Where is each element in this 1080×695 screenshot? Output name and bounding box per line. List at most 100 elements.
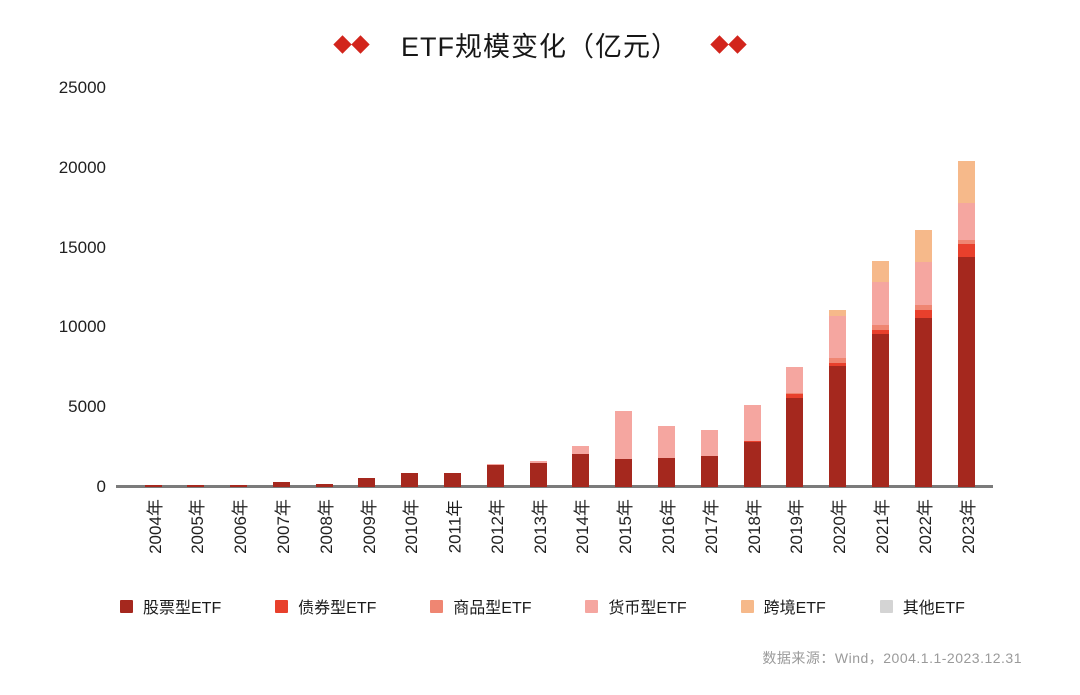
bar-segment-货币型ETF xyxy=(529,461,547,464)
bar-segment-股票型ETF xyxy=(615,459,633,487)
legend-label: 债券型ETF xyxy=(298,600,377,617)
legend-item-其他ETF: 其他ETF xyxy=(879,594,965,618)
diamond-icon xyxy=(728,34,747,54)
legend-label: 货币型ETF xyxy=(608,600,687,617)
bar-segment-货币型ETF xyxy=(700,429,718,456)
bar-segment-股票型ETF xyxy=(829,365,847,487)
diamond-icon xyxy=(710,34,729,54)
double-diamond-icon-right xyxy=(710,34,747,54)
legend-label: 商品型ETF xyxy=(453,600,532,617)
stacked-bar-2008年 xyxy=(315,483,333,487)
bar-segment-股票型ETF xyxy=(914,317,932,487)
bar-segment-股票型ETF xyxy=(401,473,419,487)
stacked-bar-2017年 xyxy=(700,429,718,487)
bar-segment-商品型ETF xyxy=(786,392,804,395)
legend-swatch-icon xyxy=(430,599,444,613)
stacked-bar-2007年 xyxy=(272,482,290,487)
legend-swatch-icon xyxy=(740,599,754,613)
legend-item-股票型ETF: 股票型ETF xyxy=(120,594,221,618)
bar-segment-股票型ETF xyxy=(144,485,162,487)
stacked-bar-2022年 xyxy=(914,230,932,487)
stacked-bar-2015年 xyxy=(615,411,633,487)
bar-segment-债券型ETF xyxy=(871,329,889,334)
stacked-bar-2021年 xyxy=(871,260,889,487)
stacked-bar-2019年 xyxy=(786,367,804,487)
diamond-icon xyxy=(333,34,352,54)
legend-swatch-icon xyxy=(585,599,599,613)
stacked-bar-2013年 xyxy=(529,461,547,487)
bar-segment-股票型ETF xyxy=(743,441,761,487)
stacked-bar-2009年 xyxy=(358,478,376,487)
bar-segment-商品型ETF xyxy=(829,357,847,363)
bar-segment-货币型ETF xyxy=(657,425,675,459)
bar-segment-股票型ETF xyxy=(700,455,718,487)
y-tick-label: 15000 xyxy=(58,237,106,257)
bar-segment-货币型ETF xyxy=(871,282,889,326)
y-tick-label: 10000 xyxy=(58,317,106,337)
bar-segment-股票型ETF xyxy=(187,485,205,487)
y-tick-label: 0 xyxy=(96,477,106,496)
legend-item-跨境ETF: 跨境ETF xyxy=(740,594,826,618)
bar-segment-股票型ETF xyxy=(529,463,547,487)
stacked-bar-2012年 xyxy=(486,463,504,487)
stacked-bar-2011年 xyxy=(444,473,462,487)
bar-segment-货币型ETF xyxy=(957,202,975,240)
stacked-bar-2010年 xyxy=(401,473,419,487)
chart-header: ETF规模变化（亿元） xyxy=(0,24,1080,64)
stacked-bar-2014年 xyxy=(572,445,590,487)
bar-segment-股票型ETF xyxy=(358,478,376,487)
stacked-bar-2004年 xyxy=(144,485,162,487)
diamond-icon xyxy=(351,34,370,54)
bar-segment-货币型ETF xyxy=(743,404,761,441)
bar-segment-股票型ETF xyxy=(315,483,333,487)
x-axis-line xyxy=(116,485,993,488)
legend-label: 股票型ETF xyxy=(143,600,222,617)
bar-segment-跨境ETF xyxy=(957,161,975,203)
bar-segment-跨境ETF xyxy=(829,309,847,317)
stacked-bar-2023年 xyxy=(957,161,975,487)
bar-segment-商品型ETF xyxy=(914,305,932,310)
bar-segment-货币型ETF xyxy=(486,463,504,465)
data-source-note: 数据来源：Wind，2004.1.1-2023.12.31 xyxy=(762,650,1022,666)
bar-segment-股票型ETF xyxy=(786,397,804,487)
chart-legend: 股票型ETF 债券型ETF 商品型ETF 货币型ETF 跨境ETF 其他ETF xyxy=(120,594,965,618)
bar-segment-股票型ETF xyxy=(486,464,504,487)
x-tick-label: 2023年 xyxy=(958,498,978,554)
bar-segment-股票型ETF xyxy=(230,485,248,487)
bar-segment-货币型ETF xyxy=(914,262,932,306)
bar-segment-债券型ETF xyxy=(957,244,975,258)
bar-segment-货币型ETF xyxy=(829,316,847,358)
bar-segment-债券型ETF xyxy=(743,440,761,442)
y-tick-label: 20000 xyxy=(58,157,106,177)
bar-segment-债券型ETF xyxy=(786,394,804,398)
bar-segment-货币型ETF xyxy=(615,411,633,460)
legend-label: 其他ETF xyxy=(902,600,965,617)
stacked-bar-2020年 xyxy=(829,309,847,487)
y-tick-label: 5000 xyxy=(68,397,106,417)
bar-segment-股票型ETF xyxy=(272,482,290,487)
bar-segment-跨境ETF xyxy=(914,230,932,262)
chart-title: ETF规模变化（亿元） xyxy=(401,31,679,62)
legend-swatch-icon xyxy=(120,599,133,613)
bar-segment-债券型ETF xyxy=(914,309,932,318)
bar-segment-货币型ETF xyxy=(572,445,590,455)
legend-swatch-icon xyxy=(275,599,289,613)
bar-segment-商品型ETF xyxy=(871,325,889,330)
legend-item-债券型ETF: 债券型ETF xyxy=(275,594,376,618)
stacked-bar-2018年 xyxy=(743,404,761,487)
legend-swatch-icon xyxy=(879,599,893,613)
bar-segment-股票型ETF xyxy=(572,454,590,487)
stacked-bar-2006年 xyxy=(230,485,248,487)
legend-label: 跨境ETF xyxy=(763,600,826,617)
y-tick-label: 25000 xyxy=(58,78,106,97)
bar-segment-股票型ETF xyxy=(444,473,462,487)
legend-item-商品型ETF: 商品型ETF xyxy=(430,594,532,618)
bar-segment-股票型ETF xyxy=(657,458,675,487)
stacked-bar-2005年 xyxy=(187,485,205,487)
bar-segment-跨境ETF xyxy=(871,260,889,283)
legend-item-货币型ETF: 货币型ETF xyxy=(585,594,687,618)
bar-segment-债券型ETF xyxy=(829,362,847,366)
double-diamond-icon-left xyxy=(333,34,370,54)
bar-segment-商品型ETF xyxy=(957,239,975,245)
